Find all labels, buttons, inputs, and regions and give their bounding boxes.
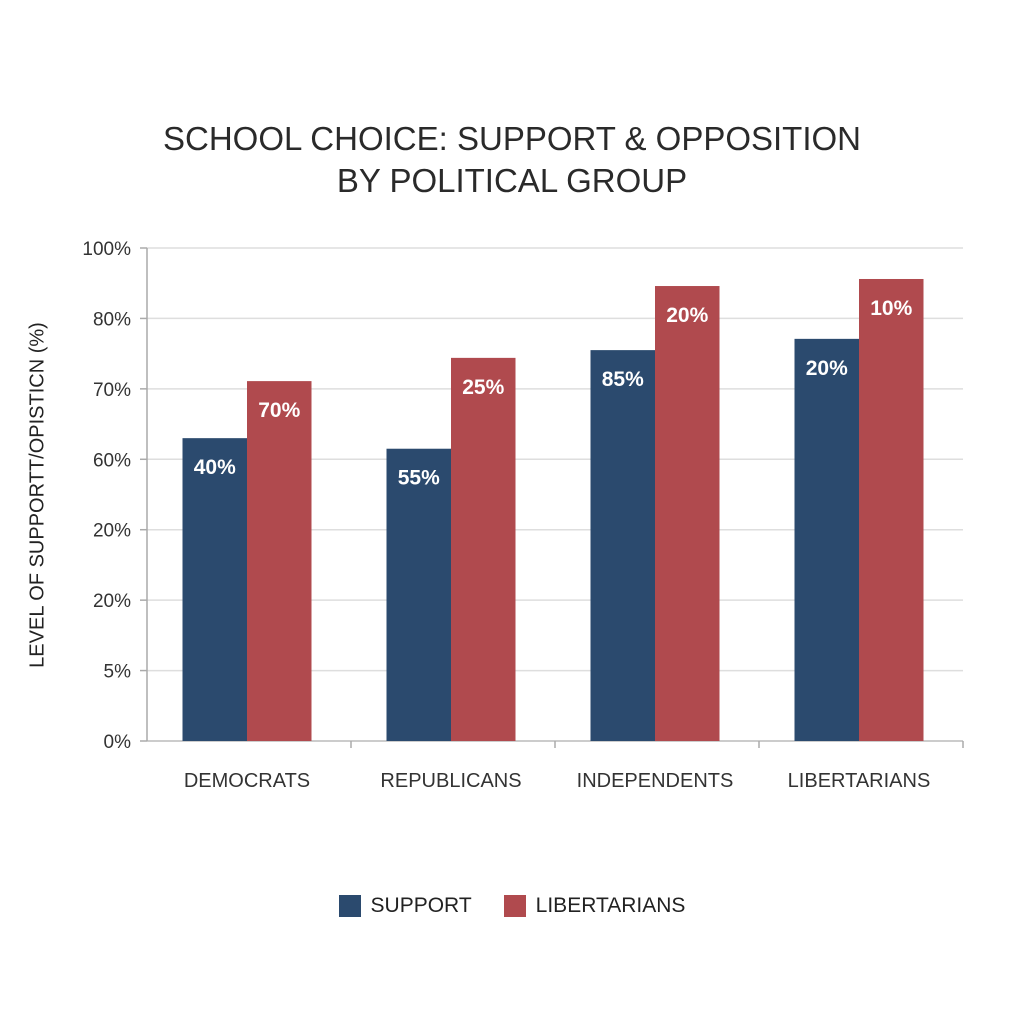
y-tick-label: 20%: [93, 591, 131, 612]
x-tick-label: LIBERTARIANS: [788, 770, 931, 792]
legend-item-libertarians: LIBERTARIANS: [503, 894, 686, 918]
legend: SUPPORT LIBERTARIANS: [0, 894, 1024, 918]
chart-title-line-2: BY POLITICAL GROUP: [336, 162, 688, 199]
bar-support-democrats: [182, 438, 247, 741]
x-tick-label: DEMOCRATS: [184, 770, 310, 792]
data-label: 55%: [398, 467, 440, 490]
chart-title-line-1: SCHOOL CHOICE: SUPPORT & OPPOSITION: [162, 120, 862, 157]
x-tick-label: REPUBLICANS: [380, 770, 521, 792]
bar-support-libertarians: [794, 338, 859, 741]
data-label: 70%: [258, 399, 300, 422]
y-tick-label: 100%: [82, 239, 131, 260]
data-label: 40%: [194, 456, 236, 479]
bar-support-republicans: [386, 448, 451, 741]
x-tick-label: INDEPENDENTS: [577, 770, 734, 792]
y-tick-label: 0%: [104, 732, 132, 753]
legend-label-support: SUPPORT: [370, 894, 472, 917]
legend-item-support: SUPPORT: [338, 894, 472, 918]
data-label: 20%: [806, 357, 848, 380]
y-tick-label: 20%: [93, 521, 131, 542]
chart-title: SCHOOL CHOICE: SUPPORT & OPPOSITION BY P…: [0, 118, 1024, 202]
y-tick-label: 80%: [93, 309, 131, 330]
data-label: 10%: [870, 297, 912, 320]
y-tick-label: 60%: [93, 450, 131, 471]
y-tick-label: 5%: [104, 662, 132, 683]
y-tick-label: 70%: [93, 380, 131, 401]
legend-swatch-support: [338, 895, 361, 917]
bar-libertarians-independents: [655, 286, 720, 741]
legend-swatch-libertarians: [503, 895, 526, 917]
legend-label-libertarians: LIBERTARIANS: [535, 894, 686, 917]
bar-support-independents: [590, 350, 655, 741]
bar-libertarians-libertarians: [859, 278, 924, 741]
data-label: 85%: [602, 368, 644, 391]
data-label: 25%: [462, 376, 504, 399]
bar-libertarians-democrats: [247, 381, 312, 741]
data-label: 20%: [666, 304, 708, 327]
bar-libertarians-republicans: [451, 357, 516, 741]
